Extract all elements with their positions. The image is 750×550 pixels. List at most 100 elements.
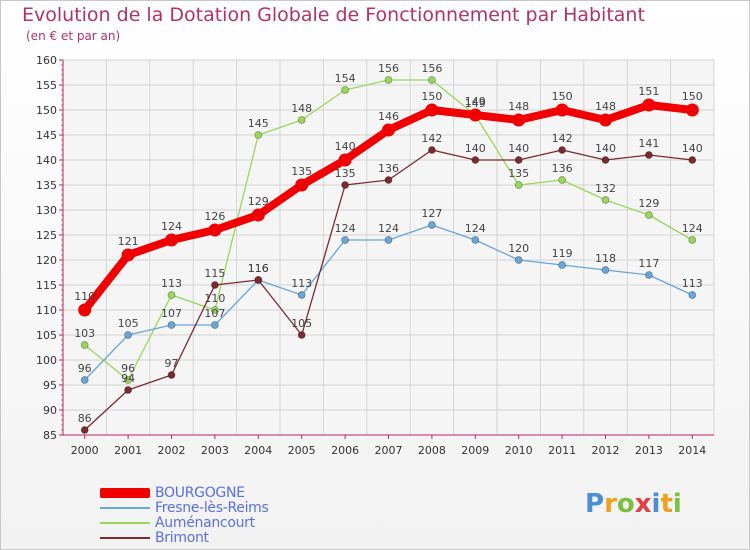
data-point-aumenancourt xyxy=(80,341,89,349)
data-label-brimont: 140 xyxy=(682,142,703,155)
data-point-brimont xyxy=(645,151,653,159)
data-label-aumenancourt: 113 xyxy=(161,277,182,290)
data-point-fresne xyxy=(384,236,393,244)
y-tick-label: 160 xyxy=(36,54,57,67)
data-label-fresne: 116 xyxy=(248,262,269,275)
data-label-brimont: 135 xyxy=(335,167,356,180)
series-layer xyxy=(78,76,699,434)
data-point-brimont xyxy=(297,331,306,339)
data-label-fresne: 120 xyxy=(508,242,529,255)
data-point-brimont xyxy=(384,176,393,184)
data-point-fresne xyxy=(427,221,436,229)
data-point-bourgogne xyxy=(425,103,439,117)
legend-item-fresne: Fresne-lès-Reims xyxy=(100,499,269,516)
data-point-brimont xyxy=(80,426,89,434)
data-label-bourgogne: 150 xyxy=(552,90,573,103)
x-tick-label: 2012 xyxy=(592,444,620,457)
proxiti-logo: Proxiti xyxy=(585,489,682,519)
data-label-brimont: 140 xyxy=(595,142,616,155)
data-label-aumenancourt: 132 xyxy=(595,182,616,195)
x-tick-label: 2011 xyxy=(548,444,576,457)
legend-item-aumenancourt: Auménancourt xyxy=(100,515,269,531)
data-label-fresne: 124 xyxy=(465,222,486,235)
data-point-bourgogne xyxy=(382,123,395,137)
x-tick-label: 2004 xyxy=(244,444,272,457)
legend-item-brimont: Brimont xyxy=(100,530,269,546)
data-label-fresne: 117 xyxy=(638,257,659,270)
data-point-fresne xyxy=(167,321,176,329)
data-point-fresne xyxy=(341,236,350,244)
data-label-brimont: 142 xyxy=(421,132,442,145)
legend-swatch-fresne xyxy=(100,506,150,509)
data-point-bourgogne xyxy=(512,113,526,127)
x-tick-label: 2014 xyxy=(678,444,706,457)
data-label-aumenancourt: 156 xyxy=(378,62,399,75)
data-point-bourgogne xyxy=(599,113,612,127)
y-tick-label: 145 xyxy=(36,129,57,142)
data-point-bourgogne xyxy=(685,103,699,117)
data-label-bourgogne: 110 xyxy=(74,290,95,303)
y-tick-label: 150 xyxy=(36,104,57,117)
data-point-fresne xyxy=(688,291,697,299)
data-label-fresne: 124 xyxy=(335,222,356,235)
data-label-fresne: 105 xyxy=(118,317,139,330)
y-tick-label: 135 xyxy=(36,179,57,192)
logo-letter: i xyxy=(651,489,661,519)
data-point-fresne xyxy=(124,331,133,339)
y-tick-label: 90 xyxy=(43,404,57,417)
y-tick-label: 130 xyxy=(36,204,57,217)
data-point-brimont xyxy=(210,281,219,289)
data-label-bourgogne: 149 xyxy=(465,95,486,108)
data-point-aumenancourt xyxy=(124,376,133,384)
data-label-bourgogne: 124 xyxy=(161,220,182,233)
data-label-brimont: 136 xyxy=(378,162,399,175)
data-label-fresne: 96 xyxy=(78,362,92,375)
data-point-bourgogne xyxy=(468,108,482,122)
data-label-brimont: 142 xyxy=(552,132,573,145)
data-point-bourgogne xyxy=(251,208,265,222)
data-label-bourgogne: 140 xyxy=(335,140,356,153)
data-label-bourgogne: 126 xyxy=(204,210,225,223)
x-tick-label: 2000 xyxy=(71,444,99,457)
x-tick-label: 2001 xyxy=(114,444,142,457)
data-label-brimont: 97 xyxy=(165,357,179,370)
data-label-aumenancourt: 148 xyxy=(291,102,312,115)
y-tick-label: 105 xyxy=(36,329,57,342)
data-point-aumenancourt xyxy=(167,291,176,299)
x-tick-label: 2009 xyxy=(461,444,489,457)
data-point-aumenancourt xyxy=(210,306,219,314)
legend-swatch-aumenancourt xyxy=(100,521,150,524)
x-tick-label: 2008 xyxy=(418,444,446,457)
legend-label-fresne: Fresne-lès-Reims xyxy=(155,499,269,516)
data-label-fresne: 107 xyxy=(204,307,225,320)
data-label-aumenancourt: 129 xyxy=(638,197,659,210)
data-label-bourgogne: 150 xyxy=(682,90,703,103)
data-point-fresne xyxy=(514,256,523,264)
data-point-bourgogne xyxy=(295,178,309,192)
y-tick-label: 95 xyxy=(43,379,57,392)
y-tick-label: 120 xyxy=(36,254,57,267)
logo-letter: x xyxy=(634,489,652,519)
data-point-bourgogne xyxy=(78,303,92,317)
logo-letter: o xyxy=(616,489,635,519)
data-point-bourgogne xyxy=(555,103,569,117)
data-label-brimont: 115 xyxy=(204,267,225,280)
data-point-aumenancourt xyxy=(384,76,393,84)
data-label-brimont: 141 xyxy=(638,137,659,150)
data-point-fresne xyxy=(297,291,306,299)
data-label-brimont: 140 xyxy=(508,142,529,155)
logo-letter: P xyxy=(585,489,605,519)
data-point-aumenancourt xyxy=(688,236,697,244)
logo-letter: i xyxy=(672,489,682,519)
logo-letter: t xyxy=(660,489,673,519)
data-label-fresne: 119 xyxy=(552,247,573,260)
data-label-brimont: 94 xyxy=(121,372,135,385)
data-label-aumenancourt: 103 xyxy=(74,327,95,340)
data-point-fresne xyxy=(471,236,480,244)
data-point-brimont xyxy=(558,146,566,154)
x-tick-label: 2003 xyxy=(201,444,229,457)
data-point-bourgogne xyxy=(121,248,135,262)
data-label-aumenancourt: 135 xyxy=(508,167,529,180)
x-tick-label: 2013 xyxy=(635,444,663,457)
data-point-aumenancourt xyxy=(254,131,263,139)
